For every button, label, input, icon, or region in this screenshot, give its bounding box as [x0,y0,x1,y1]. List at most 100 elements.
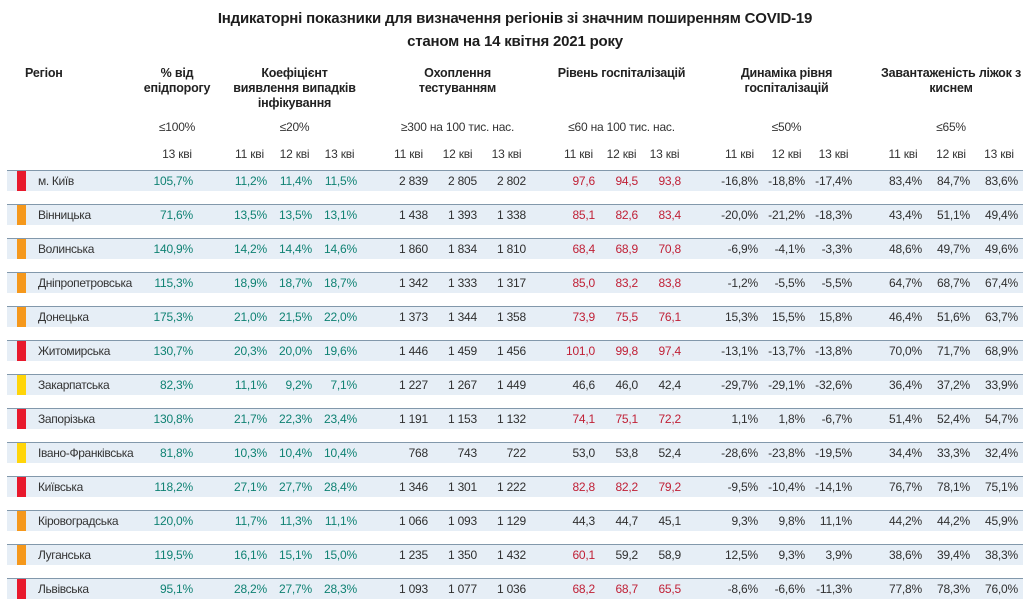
testing-coverage-value: 1 456 [496,344,526,358]
table-row: м. Київ 105,7% 11,2% 11,4% 11,5% 2 839 2 805 2 … [7,170,1023,191]
detection-coefficient-value: 11,1% [324,514,357,528]
column-date-label: 13 кві [649,147,680,161]
table-row: Дніпропетровська 115,3% 18,9% 18,7% 18,7% 1 3… [7,272,1023,293]
hospitalization-dynamics-value: -6,9% [727,242,759,256]
oxygen-beds-occupancy-value: 51,6% [936,310,970,324]
testing-coverage-value: 1 446 [398,344,428,358]
hospitalization-dynamics-value: 9,3% [778,548,805,562]
column-date-label: 11 кві [564,147,593,161]
oxygen-beds-occupancy-value: 33,9% [984,378,1018,392]
hospitalization-level-value: 79,2 [658,480,681,494]
testing-coverage-value: 1 342 [398,276,428,290]
testing-coverage-value: 1 449 [496,378,526,392]
oxygen-beds-occupancy-value: 70,0% [888,344,922,358]
oxygen-beds-occupancy-value: 44,2% [936,514,970,528]
region-cell: Луганська [7,545,137,565]
testing-coverage-value: 1 093 [447,514,477,528]
hospitalization-dynamics-value: -20,0% [721,208,758,222]
region-cell: Донецька [7,307,137,327]
detection-coefficient-value: 9,2% [285,378,312,392]
detection-coefficient-value: 11,3% [279,514,312,528]
page-title-line2: станом на 14 квітня 2021 року [407,32,623,50]
hospitalization-dynamics-value: -13,1% [721,344,758,358]
table-row: Київська 118,2% 27,1% 27,7% 28,4% 1 346 1 301 1… [7,476,1023,497]
detection-coefficient-value: 23,4% [323,412,357,426]
detection-coefficient-value: 19,6% [323,344,357,358]
hospitalization-dynamics-value: -6,7% [821,412,853,426]
region-status-marker-red [17,409,26,429]
hospitalization-level-value: 65,5 [658,582,681,596]
hospitalization-level-value: 68,4 [572,242,595,256]
hospitalization-level-value: 83,4 [658,208,681,222]
oxygen-beds-occupancy-value: 83,4% [888,174,922,188]
detection-coefficient-value: 16,1% [233,548,267,562]
epid-threshold-value: 130,8% [153,412,194,426]
hospitalization-level-value: 74,1 [572,412,595,426]
column-group-label: % від епідпорогу [143,66,211,95]
oxygen-beds-occupancy-value: 33,3% [936,446,970,460]
hospitalization-dynamics-value: -17,4% [815,174,852,188]
oxygen-beds-occupancy-value: 32,4% [984,446,1018,460]
hospitalization-level-value: 82,8 [572,480,595,494]
region-name: Дніпропетровська [38,276,132,290]
epid-threshold-value: 175,3% [153,310,194,324]
oxygen-beds-occupancy-value: 83,6% [984,174,1018,188]
testing-coverage-value: 1 350 [447,548,477,562]
column-date-label: 12 кві [606,147,637,161]
detection-coefficient-value: 13,5% [278,208,312,222]
region-status-marker-orange [17,511,26,531]
hospitalization-dynamics-value: -18,3% [815,208,852,222]
table-row: Львівська 95,1% 28,2% 27,7% 28,3% 1 093 1 077 1… [7,578,1023,599]
region-status-marker-orange [17,205,26,225]
testing-coverage-value: 1 810 [496,242,526,256]
oxygen-beds-occupancy-value: 51,1% [936,208,970,222]
page-title: Індикаторні показники для визначення рег… [0,8,1030,53]
hospitalization-level-value: 68,9 [615,242,638,256]
hospitalization-level-value: 101,0 [565,344,595,358]
hospitalization-level-value: 72,2 [658,412,681,426]
detection-coefficient-value: 28,4% [323,480,357,494]
hospitalization-dynamics-value: -16,8% [721,174,758,188]
region-status-marker-orange [17,307,26,327]
testing-coverage-value: 1 129 [496,514,526,528]
oxygen-beds-occupancy-value: 84,7% [936,174,970,188]
hospitalization-level-value: 85,0 [572,276,595,290]
epid-threshold-value: 81,8% [159,446,193,460]
hospitalization-level-value: 93,8 [658,174,681,188]
testing-coverage-value: 1 393 [447,208,477,222]
detection-coefficient-value: 10,4% [278,446,312,460]
detection-coefficient-value: 27,7% [278,480,312,494]
detection-coefficient-value: 15,0% [323,548,357,562]
testing-coverage-value: 1 346 [398,480,428,494]
page-title-line1: Індикаторні показники для визначення рег… [217,10,813,27]
hospitalization-dynamics-value: -18,8% [768,174,805,188]
hospitalization-dynamics-value: -9,5% [727,480,759,494]
detection-coefficient-value: 28,2% [233,582,267,596]
region-name: Київська [38,480,83,494]
column-group-label: Завантаженість ліжок з киснем [881,66,1021,95]
oxygen-beds-occupancy-value: 51,4% [888,412,922,426]
region-name: Кіровоградська [38,514,119,528]
hospitalization-level-value: 75,1 [615,412,638,426]
column-date-label: 11 кві [235,147,264,161]
detection-coefficient-value: 14,6% [323,242,357,256]
hospitalization-dynamics-value: 15,5% [771,310,805,324]
detection-coefficient-value: 11,4% [279,174,312,188]
oxygen-beds-occupancy-value: 78,3% [936,582,970,596]
region-cell: Вінницька [7,205,137,225]
oxygen-beds-occupancy-value: 38,6% [888,548,922,562]
hospitalization-dynamics-value: -5,5% [821,276,853,290]
region-cell: Дніпропетровська [7,273,137,293]
detection-coefficient-value: 11,5% [324,174,357,188]
table-body: м. Київ 105,7% 11,2% 11,4% 11,5% 2 839 2 805 2 … [0,170,1030,599]
detection-coefficient-value: 11,7% [234,514,267,528]
hospitalization-dynamics-value: 3,9% [825,548,852,562]
hospitalization-dynamics-value: 12,5% [724,548,758,562]
hospitalization-level-value: 53,8 [615,446,638,460]
oxygen-beds-occupancy-value: 48,6% [888,242,922,256]
testing-coverage-value: 1 267 [447,378,477,392]
testing-coverage-value: 1 036 [496,582,526,596]
oxygen-beds-occupancy-value: 45,9% [984,514,1018,528]
epid-threshold-value: 95,1% [159,582,193,596]
region-status-marker-orange [17,545,26,565]
